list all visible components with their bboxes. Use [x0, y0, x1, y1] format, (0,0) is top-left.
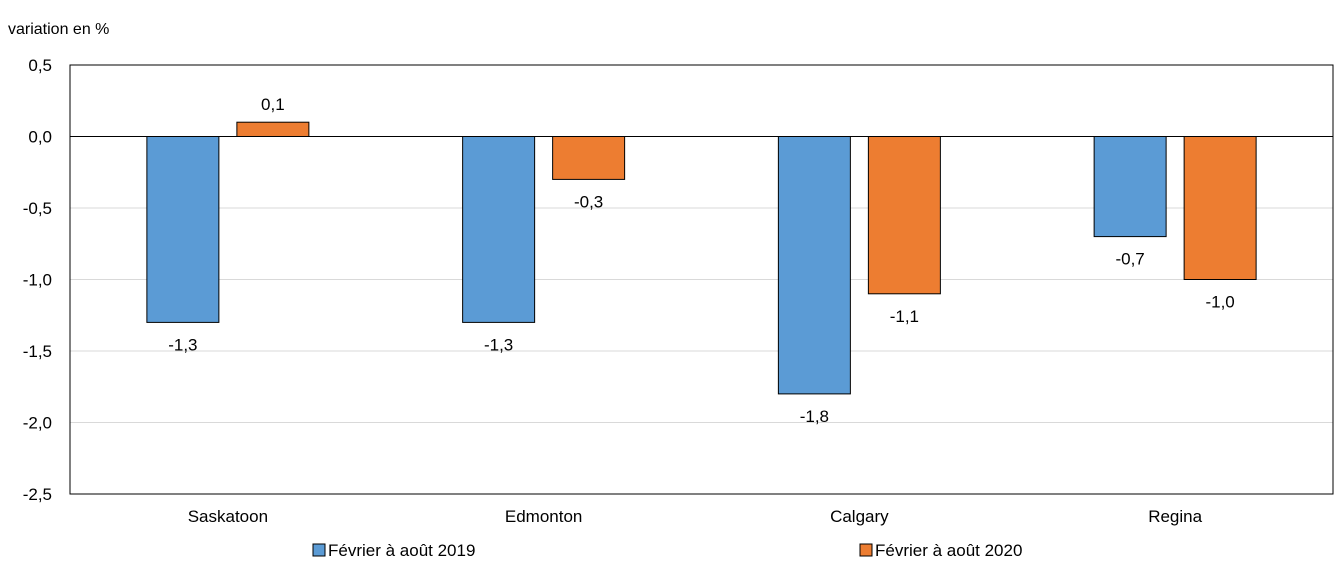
legend-label: Février à août 2020: [875, 541, 1022, 560]
y-tick-label: 0,5: [28, 56, 52, 75]
bar: [552, 136, 626, 180]
category-label: Saskatoon: [188, 507, 268, 526]
y-tick-labels: 0,5 0,0 -0,5 -1,0 -1,5 -2,0 -2,5: [23, 56, 52, 504]
category-label: Regina: [1148, 507, 1202, 526]
bars: [146, 121, 1257, 395]
plot-frame: [69, 64, 1334, 495]
y-tick-label: -1,5: [23, 342, 52, 361]
data-label: 0,1: [261, 95, 285, 114]
legend-swatch: [312, 543, 326, 557]
y-tick-label: -1,0: [23, 271, 52, 290]
y-tick-label: -0,5: [23, 199, 52, 218]
legend-swatch: [859, 543, 873, 557]
y-tick-label: 0,0: [28, 128, 52, 147]
legend-label: Février à août 2019: [328, 541, 475, 560]
data-label: -0,3: [574, 192, 603, 211]
legend: Février à août 2019 Février à août 2020: [312, 541, 1022, 560]
data-label: -1,3: [168, 335, 197, 354]
gridlines: [70, 207, 1333, 423]
data-label: -1,8: [800, 407, 829, 426]
data-label: -0,7: [1115, 250, 1144, 269]
bar: [1093, 136, 1167, 238]
category-labels: Saskatoon Edmonton Calgary Regina: [188, 507, 1203, 526]
data-label: -1,0: [1205, 293, 1234, 312]
y-axis-title: variation en %: [8, 21, 109, 38]
category-label: Edmonton: [505, 507, 583, 526]
bar: [777, 136, 851, 395]
y-tick-label: -2,5: [23, 485, 52, 504]
bar: [867, 136, 941, 295]
data-label: -1,1: [890, 307, 919, 326]
data-labels: -1,3 0,1 -1,3 -0,3 -1,8 -1,1 -0,7 -1,0: [168, 95, 1235, 426]
bar: [146, 136, 220, 323]
data-label: -1,3: [484, 335, 513, 354]
bar: [236, 121, 310, 137]
bar: [1183, 136, 1257, 280]
bar: [462, 136, 536, 323]
category-label: Calgary: [830, 507, 889, 526]
y-tick-label: -2,0: [23, 414, 52, 433]
